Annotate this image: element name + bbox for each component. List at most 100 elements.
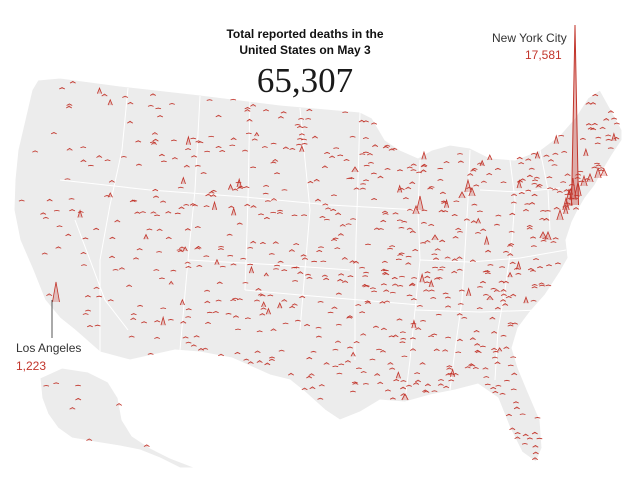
death-spike [191, 204, 198, 207]
death-spike [503, 250, 509, 253]
death-spike [510, 388, 517, 391]
death-spike [306, 375, 313, 379]
death-spike [366, 152, 373, 156]
death-spike [399, 341, 406, 343]
death-spike [471, 203, 478, 206]
death-spike [263, 184, 270, 187]
death-spike [531, 286, 538, 289]
death-spike [525, 189, 532, 192]
death-spike [232, 315, 239, 318]
death-spike [494, 361, 501, 365]
death-spike [324, 151, 331, 154]
death-spike [318, 246, 324, 248]
death-spike [509, 261, 516, 265]
death-spike [345, 223, 352, 225]
death-spike [388, 148, 395, 151]
death-spike [93, 286, 100, 290]
death-spike [339, 223, 346, 227]
death-spike [491, 347, 498, 351]
death-spike [183, 203, 190, 206]
death-spike [296, 143, 302, 146]
death-spike [268, 253, 275, 255]
death-spike [274, 264, 280, 267]
death-spike [362, 137, 369, 139]
hotspot-spike [600, 168, 608, 177]
death-spike [147, 353, 154, 355]
death-spike [483, 376, 490, 378]
death-spike [158, 153, 165, 157]
death-spike [311, 135, 319, 139]
death-spike [533, 258, 540, 261]
death-spike [147, 104, 154, 107]
death-spike [93, 227, 100, 231]
death-spike [42, 216, 49, 219]
death-spike [75, 384, 81, 387]
death-spike [281, 189, 288, 191]
death-spike [291, 303, 298, 306]
death-spike [531, 431, 538, 435]
death-spike [452, 236, 459, 239]
death-spike [347, 275, 354, 278]
death-spike [65, 105, 73, 109]
death-spike [413, 382, 420, 385]
death-spike [423, 289, 430, 292]
death-spike [185, 341, 192, 344]
death-spike [298, 117, 305, 120]
death-spike [66, 147, 73, 151]
nyc-label: New York City [492, 31, 567, 45]
hotspot-spike [464, 178, 472, 193]
death-spike [118, 267, 125, 270]
death-spike [235, 328, 241, 331]
death-spike [168, 280, 174, 285]
death-spike [296, 125, 303, 129]
death-spike [150, 211, 157, 214]
nyc-deaths-value: 17,581 [525, 48, 562, 62]
death-spike [300, 254, 307, 257]
death-spike [362, 275, 369, 277]
death-spike [443, 198, 450, 208]
death-spike [82, 313, 89, 315]
death-spike [156, 228, 163, 232]
death-spike [180, 176, 186, 184]
death-spike [519, 413, 526, 415]
death-spike [169, 103, 175, 105]
death-spike [513, 406, 520, 410]
death-spike [64, 178, 71, 180]
death-spike [107, 192, 113, 198]
death-spike [428, 289, 435, 292]
death-spike [359, 153, 366, 155]
death-spike [491, 330, 498, 334]
death-spike [513, 401, 519, 404]
death-spike [594, 142, 601, 145]
death-spike [84, 295, 91, 298]
death-spike [237, 186, 243, 190]
death-spike [456, 268, 463, 271]
death-spike [419, 362, 426, 365]
death-spike [442, 349, 449, 352]
death-spike [494, 306, 501, 310]
death-spike [477, 286, 483, 288]
death-spike [96, 155, 103, 158]
death-spike [255, 287, 262, 291]
death-spike [603, 118, 610, 121]
death-spike [389, 367, 396, 370]
death-spike [364, 300, 371, 303]
death-spike [516, 179, 522, 189]
death-spike [408, 283, 415, 287]
death-spike [455, 227, 462, 231]
death-spike [159, 277, 165, 280]
death-spike [242, 282, 249, 284]
death-spike [301, 257, 308, 260]
death-spike [611, 117, 618, 120]
death-spike [585, 123, 592, 126]
death-spike [43, 384, 50, 387]
death-spike [178, 246, 185, 249]
death-spike [480, 180, 487, 183]
death-spike [561, 150, 568, 153]
death-spike [532, 451, 539, 455]
death-spike [251, 138, 258, 141]
death-spike [247, 247, 254, 249]
death-spike [539, 217, 546, 221]
death-spike [499, 266, 506, 268]
hotspot-spike [594, 166, 602, 179]
